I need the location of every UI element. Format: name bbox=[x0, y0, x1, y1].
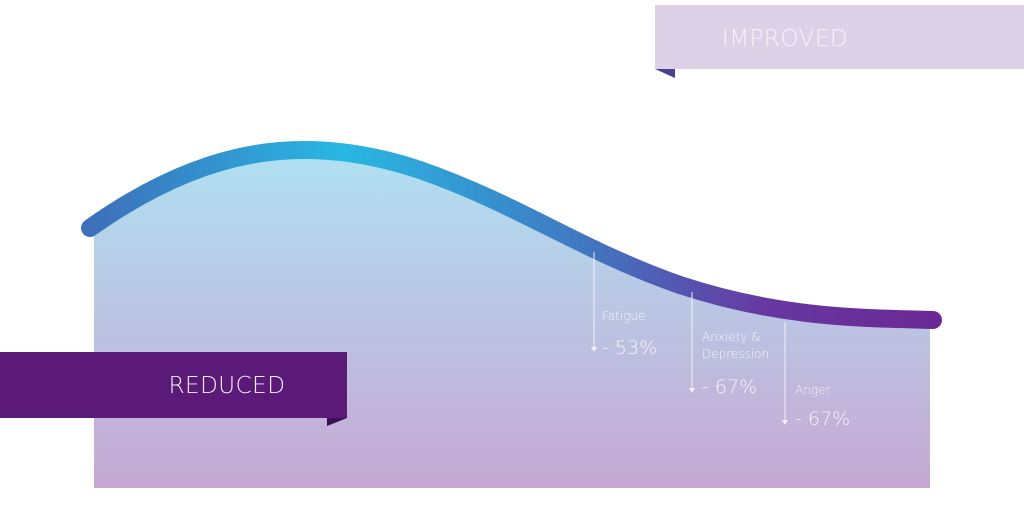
improved-banner bbox=[655, 5, 1024, 69]
reduced-fold bbox=[327, 418, 347, 426]
curve bbox=[81, 140, 942, 329]
item-label: Fatigue bbox=[602, 309, 646, 323]
item-value: - 53% bbox=[602, 337, 658, 359]
item-value: - 67% bbox=[795, 408, 851, 430]
reduced-label: REDUCED bbox=[168, 373, 286, 399]
pointer-lines bbox=[593, 252, 786, 422]
item-label: Anger bbox=[795, 383, 831, 397]
reduced-banner bbox=[0, 352, 347, 418]
item-value: - 67% bbox=[702, 376, 758, 398]
arrow-heads bbox=[591, 347, 788, 425]
improved-fold bbox=[655, 69, 675, 78]
item-label: Anxiety & Depression bbox=[702, 330, 770, 361]
improved-label: IMPROVED bbox=[721, 26, 849, 52]
